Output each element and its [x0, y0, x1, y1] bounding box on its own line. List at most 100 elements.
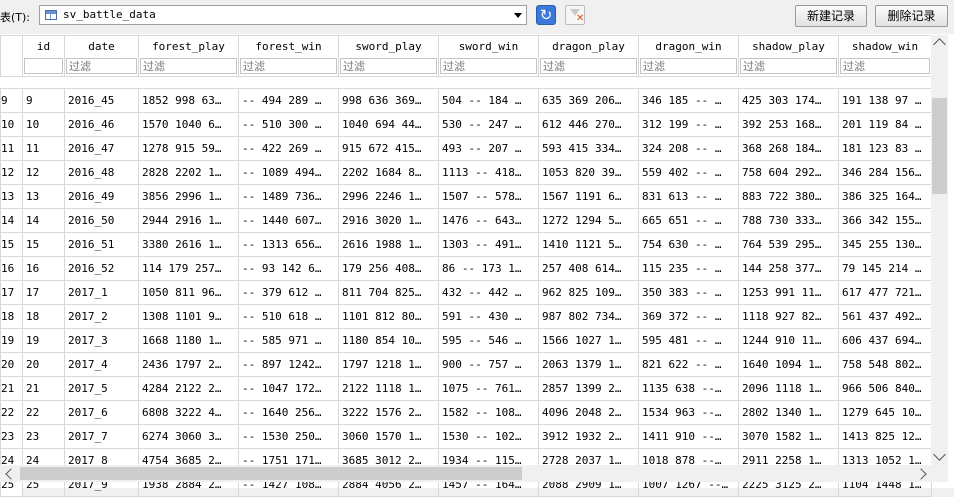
table-cell[interactable]: 350 383 -- … [638, 280, 739, 305]
table-cell[interactable]: 612 446 270… [538, 112, 639, 137]
table-cell[interactable]: 6274 3060 3… [138, 424, 239, 449]
table-cell[interactable]: 257 408 614… [538, 256, 639, 281]
scroll-up-arrow-icon[interactable] [933, 38, 946, 51]
table-cell[interactable]: 2063 1379 1… [538, 352, 639, 377]
table-cell[interactable]: 2017_3 [64, 328, 139, 353]
table-cell[interactable]: 1118 927 82… [738, 304, 839, 329]
table-cell[interactable]: 2017_7 [64, 424, 139, 449]
table-cell[interactable]: 312 199 -- … [638, 112, 739, 137]
table-cell[interactable]: 2857 1399 2… [538, 376, 639, 401]
table-row[interactable]: 23 23 2017_7 6274 3060 3… -- 1530 250… 3060 1… [0, 424, 932, 449]
filter-cell[interactable] [22, 56, 65, 77]
table-cell[interactable]: 1244 910 11… [738, 328, 839, 353]
row-header[interactable]: 14 [0, 208, 23, 233]
table-cell[interactable]: 11 [22, 136, 65, 161]
table-cell[interactable]: 392 253 168… [738, 112, 839, 137]
table-row[interactable]: 11 11 2016_47 1278 915 59… -- 422 269 … 915 6… [0, 136, 932, 161]
table-cell[interactable]: 811 704 825… [338, 280, 439, 305]
filter-input-shadow-win[interactable]: 过滤 [840, 58, 930, 75]
table-cell[interactable]: 1411 910 --… [638, 424, 739, 449]
table-cell[interactable]: 595 -- 546 … [438, 328, 539, 353]
row-header[interactable]: 21 [0, 376, 23, 401]
table-cell[interactable]: -- 1047 172… [238, 376, 339, 401]
table-select[interactable]: sv_battle_data [39, 5, 527, 25]
table-row[interactable]: 15 15 2016_51 3380 2616 1… -- 1313 656… 2616 … [0, 232, 932, 257]
table-cell[interactable]: 13 [22, 184, 65, 209]
table-cell[interactable]: 593 415 334… [538, 136, 639, 161]
table-row[interactable]: 14 14 2016_50 2944 2916 1… -- 1440 607… 2916 … [0, 208, 932, 233]
row-header[interactable]: 18 [0, 304, 23, 329]
filter-cell[interactable]: 过滤 [64, 56, 139, 77]
table-cell[interactable]: 493 -- 207 … [438, 136, 539, 161]
table-cell[interactable]: 1050 811 96… [138, 280, 239, 305]
table-cell[interactable]: 1053 820 39… [538, 160, 639, 185]
table-row[interactable]: 18 18 2017_2 1308 1101 9… -- 510 618 … 1101 8… [0, 304, 932, 329]
table-cell[interactable]: 20 [22, 352, 65, 377]
table-cell[interactable]: 1476 -- 643… [438, 208, 539, 233]
table-cell[interactable]: 10 [22, 112, 65, 137]
row-header[interactable]: 19 [0, 328, 23, 353]
table-cell[interactable]: 561 437 492… [838, 304, 932, 329]
table-row[interactable]: 19 19 2017_3 1668 1180 1… -- 585 971 … 1180 8… [0, 328, 932, 353]
table-cell[interactable]: 1075 -- 761… [438, 376, 539, 401]
table-cell[interactable]: 617 477 721… [838, 280, 932, 305]
row-header[interactable]: 15 [0, 232, 23, 257]
table-cell[interactable]: -- 897 1242… [238, 352, 339, 377]
table-cell[interactable]: 4096 2048 2… [538, 400, 639, 425]
filter-input-shadow-play[interactable]: 过滤 [740, 58, 837, 75]
table-cell[interactable]: 915 672 415… [338, 136, 439, 161]
table-cell[interactable]: 368 268 184… [738, 136, 839, 161]
column-header-sword-win[interactable]: sword_win [438, 35, 539, 57]
table-row[interactable]: 10 10 2016_46 1570 1040 6… -- 510 300 … 1040 … [0, 112, 932, 137]
row-header[interactable]: 16 [0, 256, 23, 281]
table-cell[interactable]: 606 437 694… [838, 328, 932, 353]
table-cell[interactable]: 19 [22, 328, 65, 353]
table-cell[interactable]: 595 481 -- … [638, 328, 739, 353]
table-cell[interactable]: -- 1313 656… [238, 232, 339, 257]
table-cell[interactable]: 366 342 155… [838, 208, 932, 233]
column-header-forest-win[interactable]: forest_win [238, 35, 339, 57]
vertical-scroll-thumb[interactable] [932, 98, 947, 194]
table-cell[interactable]: 432 -- 442 … [438, 280, 539, 305]
table-cell[interactable]: -- 510 618 … [238, 304, 339, 329]
table-cell[interactable]: 1040 694 44… [338, 112, 439, 137]
table-cell[interactable]: 324 208 -- … [638, 136, 739, 161]
table-cell[interactable]: 17 [22, 280, 65, 305]
table-cell[interactable]: 425 303 174… [738, 88, 839, 113]
table-cell[interactable]: 201 119 84 … [838, 112, 932, 137]
table-cell[interactable]: 2016_50 [64, 208, 139, 233]
table-cell[interactable]: 1852 998 63… [138, 88, 239, 113]
table-cell[interactable]: 1668 1180 1… [138, 328, 239, 353]
table-row[interactable]: 9 9 2016_45 1852 998 63… -- 494 289 … 998 636… [0, 88, 932, 113]
table-cell[interactable]: 12 [22, 160, 65, 185]
table-cell[interactable]: 1582 -- 108… [438, 400, 539, 425]
table-cell[interactable]: -- 510 300 … [238, 112, 339, 137]
filter-input-sword-play[interactable]: 过滤 [340, 58, 437, 75]
table-cell[interactable]: 16 [22, 256, 65, 281]
filter-cell[interactable]: 过滤 [538, 56, 639, 77]
table-cell[interactable]: 754 630 -- … [638, 232, 739, 257]
table-cell[interactable]: 504 -- 184 … [438, 88, 539, 113]
table-cell[interactable]: 1253 991 11… [738, 280, 839, 305]
table-cell[interactable]: 998 636 369… [338, 88, 439, 113]
table-cell[interactable]: 2202 1684 8… [338, 160, 439, 185]
table-cell[interactable]: 764 539 295… [738, 232, 839, 257]
table-cell[interactable]: 2016_47 [64, 136, 139, 161]
column-header-dragon-win[interactable]: dragon_win [638, 35, 739, 57]
table-cell[interactable]: -- 93 142 6… [238, 256, 339, 281]
table-cell[interactable]: -- 422 269 … [238, 136, 339, 161]
table-cell[interactable]: 181 123 83 … [838, 136, 932, 161]
table-row[interactable]: 20 20 2017_4 2436 1797 2… -- 897 1242… 1797 1… [0, 352, 932, 377]
table-cell[interactable]: -- 379 612 … [238, 280, 339, 305]
table-cell[interactable]: 1410 1121 5… [538, 232, 639, 257]
table-cell[interactable]: 4284 2122 2… [138, 376, 239, 401]
column-header-shadow-play[interactable]: shadow_play [738, 35, 839, 57]
table-cell[interactable]: 1566 1027 1… [538, 328, 639, 353]
table-cell[interactable]: 1278 915 59… [138, 136, 239, 161]
table-cell[interactable]: 1507 -- 578… [438, 184, 539, 209]
table-cell[interactable]: 346 185 -- … [638, 88, 739, 113]
table-cell[interactable]: 530 -- 247 … [438, 112, 539, 137]
row-header[interactable]: 17 [0, 280, 23, 305]
row-header[interactable]: 9 [0, 88, 23, 113]
filter-input-id[interactable] [24, 58, 63, 75]
